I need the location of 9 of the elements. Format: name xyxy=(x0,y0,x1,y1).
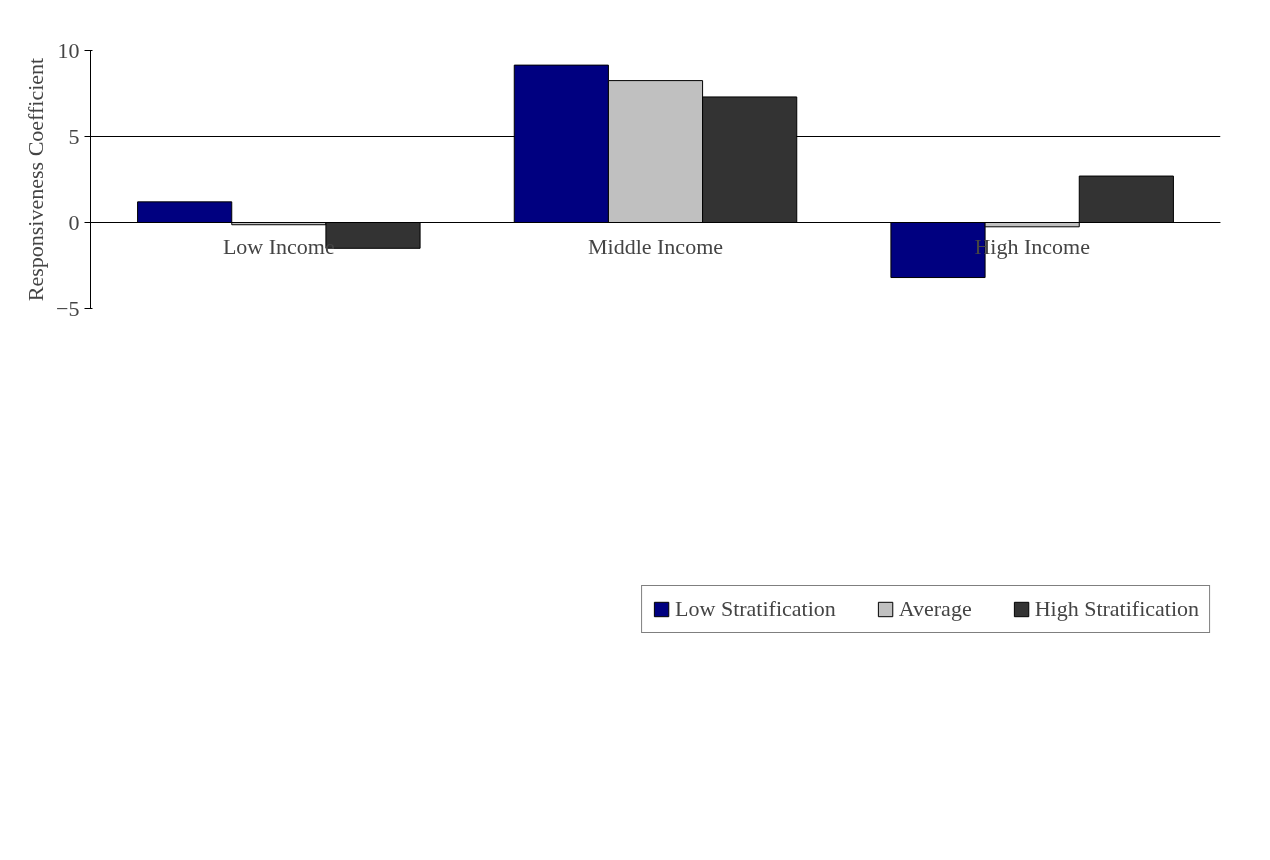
x-tick-label: Middle Income xyxy=(587,233,724,259)
y-tick-label: 10 xyxy=(57,37,80,63)
y-tick-label: 0 xyxy=(68,209,80,235)
legend-label: High Stratification xyxy=(1034,595,1199,622)
y-axis-title: Responsiveness Coefficient xyxy=(23,57,49,302)
y-tick-label: −5 xyxy=(56,295,80,321)
y-tick-label: 5 xyxy=(68,123,80,149)
legend-label: Average xyxy=(898,595,972,622)
legend-label: Low Stratification xyxy=(675,595,836,622)
